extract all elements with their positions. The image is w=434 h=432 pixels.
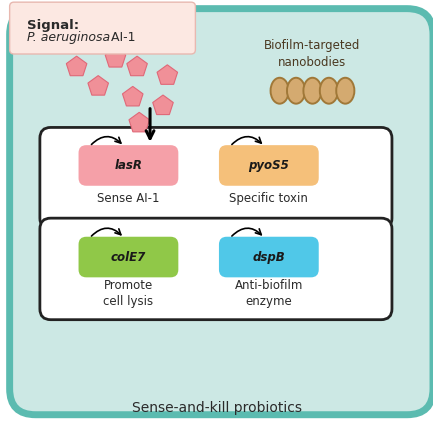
Polygon shape	[129, 112, 149, 132]
Text: colE7: colE7	[111, 251, 146, 264]
Polygon shape	[157, 65, 178, 84]
Ellipse shape	[336, 78, 355, 104]
FancyBboxPatch shape	[10, 2, 195, 54]
Ellipse shape	[287, 78, 305, 104]
Text: Specific toxin: Specific toxin	[230, 192, 308, 205]
Ellipse shape	[320, 78, 338, 104]
Polygon shape	[153, 95, 173, 114]
FancyBboxPatch shape	[219, 145, 319, 186]
FancyBboxPatch shape	[40, 218, 392, 320]
Text: dspB: dspB	[253, 251, 285, 264]
Polygon shape	[122, 86, 143, 106]
FancyBboxPatch shape	[219, 237, 319, 277]
Polygon shape	[127, 56, 148, 76]
Ellipse shape	[270, 78, 289, 104]
Text: Sense AI-1: Sense AI-1	[97, 192, 160, 205]
Text: pyoS5: pyoS5	[248, 159, 289, 172]
FancyBboxPatch shape	[79, 145, 178, 186]
Text: AI-1: AI-1	[107, 31, 135, 44]
Text: lasR: lasR	[115, 159, 142, 172]
Polygon shape	[66, 56, 87, 76]
Text: Promote
cell lysis: Promote cell lysis	[103, 279, 154, 308]
Text: P. aeruginosa: P. aeruginosa	[27, 31, 110, 44]
FancyBboxPatch shape	[10, 9, 433, 415]
Text: Sense-and-kill probiotics: Sense-and-kill probiotics	[132, 401, 302, 415]
Text: Signal:: Signal:	[27, 19, 79, 32]
FancyBboxPatch shape	[40, 127, 392, 229]
Text: Anti-biofilm
enzyme: Anti-biofilm enzyme	[235, 279, 303, 308]
Ellipse shape	[303, 78, 322, 104]
Polygon shape	[88, 76, 108, 95]
Text: Biofilm-targeted
nanobodies: Biofilm-targeted nanobodies	[264, 39, 360, 69]
Polygon shape	[105, 48, 126, 67]
FancyBboxPatch shape	[79, 237, 178, 277]
